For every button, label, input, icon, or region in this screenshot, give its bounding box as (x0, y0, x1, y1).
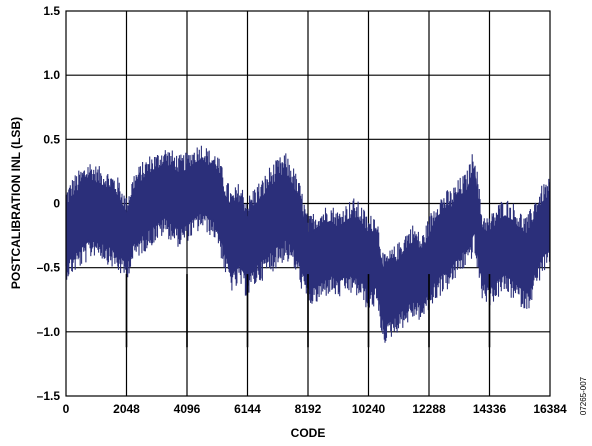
plot-frame (65, 10, 551, 397)
x-tick-label: 2048 (113, 402, 140, 416)
y-tick-label: –1.5 (37, 389, 61, 403)
x-tick-label: 14336 (473, 402, 507, 416)
x-tick-labels: 0 2048 4096 6144 8192 10240 12288 14336 16384 (63, 402, 567, 416)
x-tick-label: 6144 (234, 402, 261, 416)
x-tick-label: 16384 (533, 402, 567, 416)
y-tick-labels: –1.5 –1.0 –0.5 0 0.5 1.0 1.5 (37, 4, 61, 403)
x-tick-label: 10240 (352, 402, 386, 416)
x-tick-label: 4096 (174, 402, 201, 416)
x-tick-label: 8192 (295, 402, 322, 416)
x-tick-label: 12288 (412, 402, 446, 416)
figure-id-label: 07265-007 (579, 376, 588, 415)
y-axis-title: POSTCALIBRATION INL (LSB) (9, 117, 23, 289)
x-tick-label: 0 (63, 402, 70, 416)
y-tick-label: 0.5 (43, 132, 60, 146)
y-tick-label: 1.0 (43, 68, 60, 82)
y-tick-label: 0 (53, 197, 60, 211)
step-spikes (125, 274, 491, 348)
y-tick-label: 1.5 (43, 4, 60, 18)
y-tick-label: –0.5 (37, 261, 61, 275)
y-tick-label: –1.0 (37, 325, 61, 339)
x-axis-title: CODE (291, 426, 326, 440)
